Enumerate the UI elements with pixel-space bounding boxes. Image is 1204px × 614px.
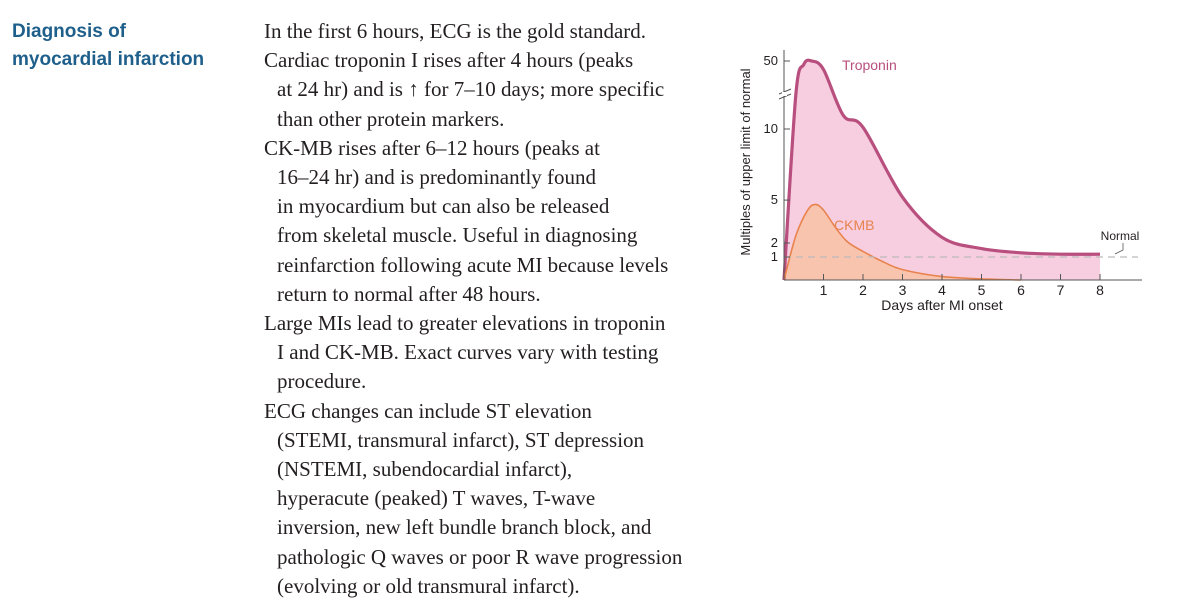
text-line: inversion, new left bundle branch block,… [277, 515, 652, 540]
troponin-area [784, 60, 1100, 280]
x-tick-label: 2 [859, 282, 867, 298]
x-tick-label: 7 [1057, 282, 1065, 298]
text-line: from skeletal muscle. Useful in diagnosi… [277, 223, 638, 248]
text-line: pathologic Q waves or poor R wave progre… [277, 544, 683, 569]
text-line: ECG changes can include ST elevation [264, 398, 592, 423]
y-tick-label: 10 [764, 121, 778, 136]
text-line: Cardiac troponin I rises after 4 hours (… [264, 48, 634, 73]
y-axis-break-gap [782, 92, 787, 96]
text-line: In the first 6 hours, ECG is the gold st… [264, 19, 647, 43]
x-tick-label: 1 [820, 282, 828, 298]
text-line: I and CK-MB. Exact curves vary with test… [277, 340, 659, 365]
paragraph-ecg-changes: ECG changes can include ST elevation (ST… [264, 397, 724, 601]
text-line: (STEMI, transmural infarct), ST depressi… [277, 427, 645, 452]
normal-label-pointer [1114, 243, 1124, 255]
paragraph-ckmb: CK-MB rises after 6–12 hours (peaks at 1… [264, 134, 724, 309]
troponin-label: Troponin [842, 57, 897, 73]
chart-axes [778, 50, 1142, 281]
text-line: (NSTEMI, subendocardial infarct), [277, 457, 573, 482]
y-axis-title: Multiples of upper limit of normal [738, 68, 753, 255]
text-line: at 24 hr) and is ↑ for 7–10 days; more s… [277, 77, 665, 102]
text-line: Large MIs lead to greater elevations in … [264, 311, 666, 336]
x-tick-label: 3 [899, 282, 907, 298]
troponin-line [782, 58, 1101, 281]
y-tick-label: 1 [771, 249, 778, 264]
body-text: In the first 6 hours, ECG is the gold st… [264, 17, 724, 601]
ckmb-label: CKMB [834, 217, 874, 233]
x-tick-label: 4 [938, 282, 946, 298]
paragraph-large-mi: Large MIs lead to greater elevations in … [264, 309, 724, 397]
x-tick-label: 6 [1017, 282, 1025, 298]
text-line: than other protein markers. [277, 106, 505, 131]
paragraph-troponin: Cardiac troponin I rises after 4 hours (… [264, 46, 724, 134]
paragraph-ecg-gold-standard: In the first 6 hours, ECG is the gold st… [264, 17, 724, 46]
text-line: (evolving or old transmural infarct). [277, 573, 580, 598]
text-line: procedure. [277, 369, 367, 394]
text-line: 16–24 hr) and is predominantly found [277, 165, 597, 190]
ckmb-area [784, 204, 1021, 280]
text-line: reinfarction following acute MI because … [277, 252, 669, 277]
x-tick-label: 8 [1096, 282, 1104, 298]
chart-fills [784, 60, 1100, 280]
y-tick-label: 50 [764, 53, 778, 68]
text-line: hyperacute (peaked) T waves, T-wave [277, 486, 596, 511]
y-tick-label: 2 [771, 235, 778, 250]
y-axis-break-mark [778, 88, 792, 100]
section-heading: Diagnosis of myocardial infarction [12, 18, 252, 74]
section-heading-line: myocardial infarction [12, 49, 205, 70]
y-tick-label: 5 [771, 192, 778, 207]
text-line: CK-MB rises after 6–12 hours (peaks at [264, 135, 600, 160]
text-line: in myocardium but can also be released [277, 194, 610, 219]
x-tick-label: 5 [978, 282, 986, 298]
x-axis-title: Days after MI onset [881, 297, 1002, 313]
section-heading-line: Diagnosis of [12, 21, 127, 42]
normal-label: Normal [1101, 229, 1140, 243]
text-line: return to normal after 48 hours. [277, 281, 541, 306]
